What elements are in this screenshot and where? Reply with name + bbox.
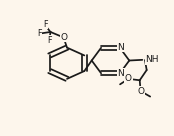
Text: NH: NH xyxy=(145,55,159,64)
Text: O: O xyxy=(125,74,132,83)
Text: N: N xyxy=(117,69,124,78)
Text: F: F xyxy=(37,29,42,38)
Text: F: F xyxy=(43,20,48,29)
Text: O: O xyxy=(60,33,67,42)
Text: F: F xyxy=(47,36,52,45)
Text: O: O xyxy=(137,87,144,96)
Text: N: N xyxy=(117,43,124,52)
